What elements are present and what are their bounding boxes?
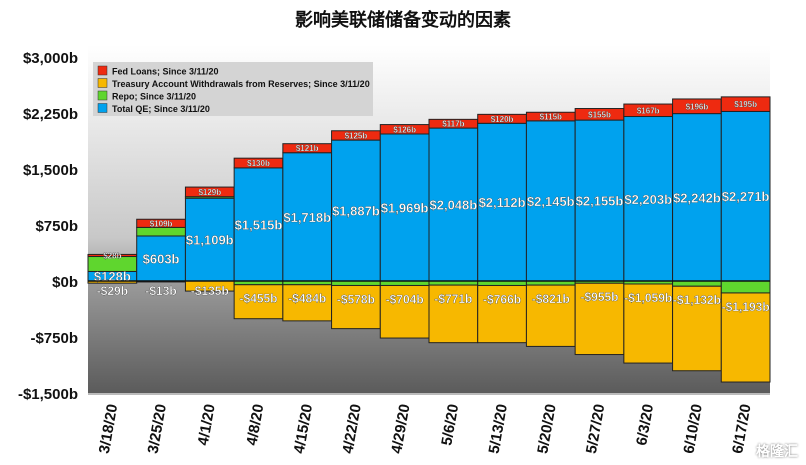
qe-label: $2,155b xyxy=(576,194,624,209)
repo-bar xyxy=(720,280,771,294)
y-tick-label: $3,000b xyxy=(23,50,78,67)
treasury-label: -$821b xyxy=(532,292,570,306)
y-tick-label: $2,250b xyxy=(23,106,78,123)
qe-label: $2,145b xyxy=(527,194,575,209)
qe-bar xyxy=(720,110,771,282)
treasury-bar xyxy=(623,283,674,364)
x-tick-label: 6/10/20 xyxy=(680,403,705,455)
treasury-label: -$13b xyxy=(145,284,176,298)
treasury-label: -$704b xyxy=(386,292,424,306)
treasury-label: -$29b xyxy=(97,284,128,298)
treasury-label: -$135b xyxy=(191,284,229,298)
fed-loans-label: $129b xyxy=(198,188,221,197)
repo-bar xyxy=(672,280,722,287)
chart-title: 影响美联储储备变动的因素 xyxy=(295,10,511,31)
x-tick-label: 5/27/20 xyxy=(583,403,608,455)
x-tick-label: 5/20/20 xyxy=(534,403,559,455)
legend-swatch xyxy=(97,103,108,113)
fed-loans-label: $155b xyxy=(588,110,611,119)
treasury-bar xyxy=(720,292,771,383)
legend-swatch xyxy=(97,90,108,101)
qe-label: $1,887b xyxy=(332,204,380,219)
x-tick-label: 4/29/20 xyxy=(388,403,413,455)
fed-loans-label: $196b xyxy=(686,102,709,111)
qe-label: $2,203b xyxy=(624,192,672,207)
y-tick-label: -$750b xyxy=(30,330,78,347)
legend-label: Treasury Account Withdrawals from Reserv… xyxy=(112,79,370,89)
treasury-bar xyxy=(282,284,333,322)
legend-label: Repo; Since 3/11/20 xyxy=(112,92,196,102)
treasury-label: -$771b xyxy=(434,292,472,306)
x-tick-label: 3/18/20 xyxy=(96,403,121,455)
treasury-label: -$766b xyxy=(483,292,521,306)
x-tick-label: 4/1/20 xyxy=(195,403,219,447)
fed-loans-label: $115b xyxy=(540,113,562,122)
treasury-label: -$455b xyxy=(239,292,277,306)
qe-label: $1,718b xyxy=(283,210,331,225)
fed-loans-label: $126b xyxy=(393,125,416,134)
qe-label: $2,271b xyxy=(722,189,770,204)
legend-label: Fed Loans; Since 3/11/20 xyxy=(112,67,219,77)
x-tick-label: 4/8/20 xyxy=(243,403,267,447)
fed-loans-bar xyxy=(720,96,771,112)
fed-loans-label: $120b xyxy=(491,115,514,124)
qe-label: $2,048b xyxy=(430,198,478,213)
treasury-label: -$1,132b xyxy=(673,293,721,307)
treasury-bar xyxy=(574,282,625,356)
y-tick-label: -$1,500b xyxy=(18,386,78,403)
treasury-label: -$578b xyxy=(337,292,375,306)
y-tick-label: $750b xyxy=(35,218,78,235)
legend-swatch xyxy=(97,65,108,76)
repo-bar xyxy=(136,226,186,237)
treasury-bar xyxy=(672,285,722,372)
y-tick-label: $1,500b xyxy=(23,162,78,179)
qe-bar xyxy=(574,119,625,282)
treasury-bar xyxy=(477,284,527,344)
qe-label: $128b xyxy=(94,269,131,284)
treasury-label: -$955b xyxy=(580,290,618,304)
fed-loans-label: $125b xyxy=(345,131,368,140)
qe-bar xyxy=(428,127,479,282)
watermark-logo: 格隆汇 xyxy=(756,443,798,459)
x-tick-label: 3/25/20 xyxy=(145,403,170,455)
qe-bar xyxy=(525,120,576,282)
x-tick-label: 6/3/20 xyxy=(633,403,657,447)
treasury-label: -$1,059b xyxy=(624,291,672,305)
x-tick-label: 4/15/20 xyxy=(291,403,316,455)
legend-box xyxy=(93,62,373,116)
x-tick-label: 4/22/20 xyxy=(339,403,364,455)
qe-label: $2,112b xyxy=(479,195,526,210)
x-tick-label: 5/13/20 xyxy=(486,403,511,455)
fed-loans-label: $167b xyxy=(637,106,660,115)
legend-swatch xyxy=(97,78,108,88)
qe-label: $2,242b xyxy=(673,190,721,205)
fed-loans-label: $117b xyxy=(442,120,464,129)
fed-loans-label: $28b xyxy=(103,251,121,260)
treasury-bar xyxy=(525,284,576,347)
x-tick-label: 5/6/20 xyxy=(438,403,462,447)
fed-loans-label: $109b xyxy=(150,219,173,228)
qe-bar xyxy=(672,113,722,282)
qe-label: $603b xyxy=(143,251,180,266)
qe-label: $1,515b xyxy=(235,217,283,232)
fed-loans-label: $130b xyxy=(247,159,270,168)
fed-loans-label: $121b xyxy=(296,144,319,153)
qe-label: $1,109b xyxy=(186,233,234,248)
treasury-label: -$484b xyxy=(288,292,326,306)
legend-label: Total QE; Since 3/11/20 xyxy=(112,104,210,114)
x-tick-label: 6/17/20 xyxy=(729,403,754,455)
x-axis xyxy=(88,393,770,395)
qe-label: $1,969b xyxy=(381,200,429,215)
qe-bar xyxy=(331,139,381,282)
treasury-label: -$1,193b xyxy=(722,300,770,314)
y-tick-label: $0b xyxy=(52,274,78,291)
qe-bar xyxy=(379,133,430,282)
fed-loans-label: $195b xyxy=(734,100,757,109)
